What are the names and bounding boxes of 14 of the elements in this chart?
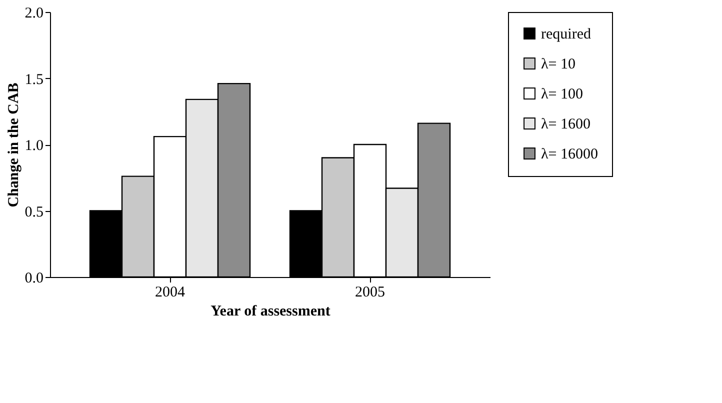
- y-tick-label: 1.5: [24, 72, 44, 88]
- y-tick-label: 0.5: [24, 204, 44, 220]
- x-axis-title: Year of assessment: [210, 304, 330, 320]
- x-tick-label: 2004: [155, 284, 186, 300]
- legend-label: λ= 1600: [541, 116, 590, 132]
- y-tick-label: 0.0: [24, 270, 44, 286]
- y-tick-label: 2.0: [24, 6, 44, 22]
- legend-label: required: [541, 26, 592, 42]
- x-tick-label: 2005: [355, 284, 385, 300]
- legend-label: λ= 100: [541, 86, 583, 102]
- y-tick-label: 1.0: [24, 138, 44, 154]
- legend-label: λ= 10: [541, 56, 576, 72]
- y-axis-title: Change in the CAB: [6, 82, 22, 208]
- legend-label: λ= 16000: [541, 146, 598, 162]
